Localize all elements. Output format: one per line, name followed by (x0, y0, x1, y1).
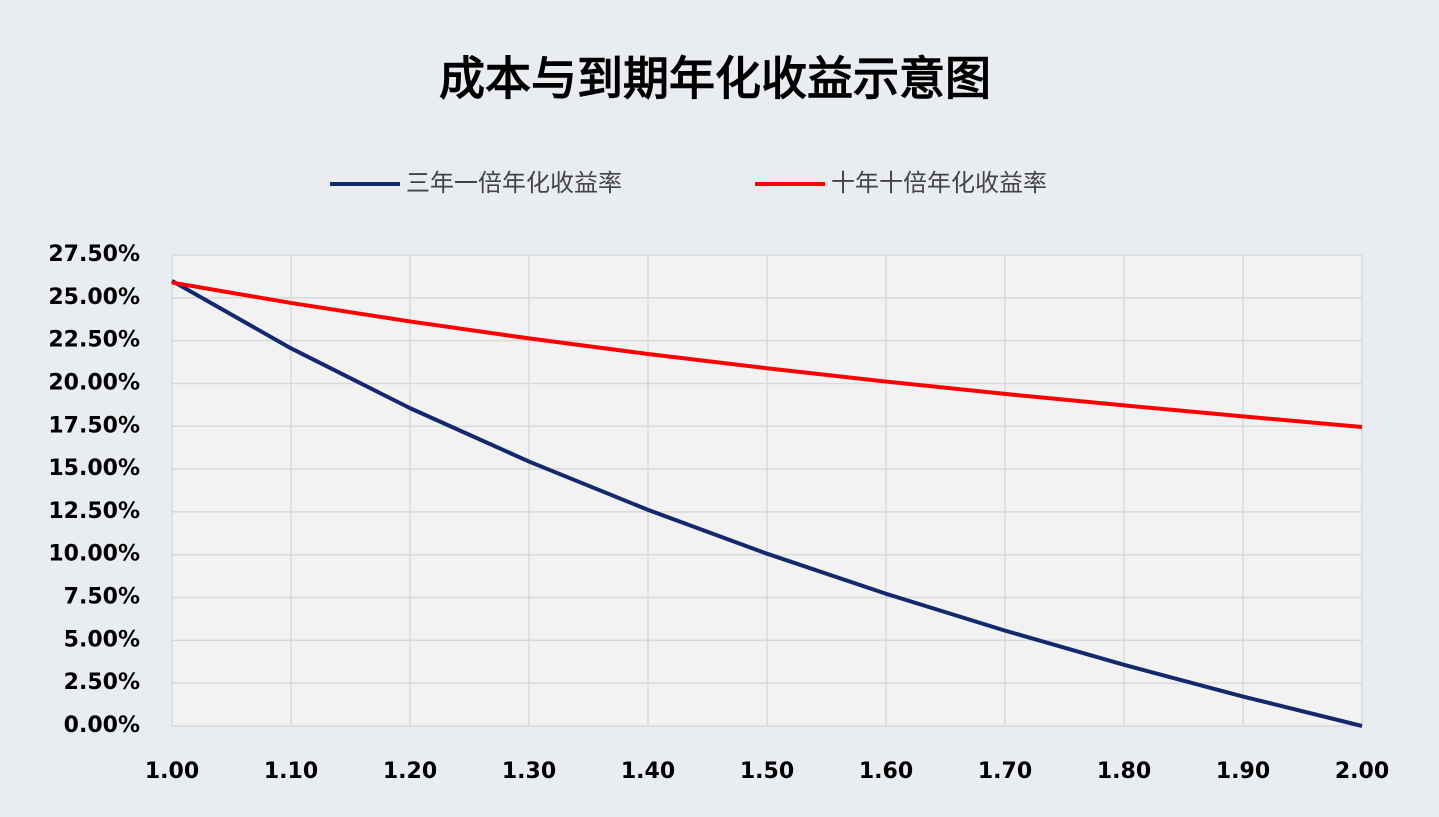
x-tick-label: 1.40 (621, 759, 675, 784)
x-tick-label: 2.00 (1335, 759, 1389, 784)
x-tick-label: 1.70 (978, 759, 1032, 784)
x-tick-label: 1.50 (740, 759, 794, 784)
legend-label: 十年十倍年化收益率 (831, 169, 1047, 197)
x-tick-label: 1.90 (1216, 759, 1270, 784)
y-tick-label: 15.00% (48, 456, 140, 481)
x-tick-label: 1.00 (145, 759, 199, 784)
y-tick-label: 0.00% (64, 713, 140, 738)
y-tick-label: 7.50% (64, 585, 140, 610)
line-series (171, 279, 1363, 728)
y-tick-label: 27.50% (48, 242, 140, 267)
legend-label: 三年一倍年化收益率 (406, 169, 622, 197)
x-tick-label: 1.80 (1097, 759, 1151, 784)
y-tick-label: 12.50% (48, 499, 140, 524)
y-tick-label: 10.00% (48, 542, 140, 567)
y-tick-label: 20.00% (48, 370, 140, 395)
x-tick-label: 1.10 (264, 759, 318, 784)
line-series (171, 280, 1363, 429)
x-tick-label: 1.60 (859, 759, 913, 784)
chart-title: 成本与到期年化收益示意图 (439, 52, 991, 106)
x-tick-label: 1.30 (502, 759, 556, 784)
y-tick-label: 22.50% (48, 328, 140, 353)
y-tick-label: 25.00% (48, 285, 140, 310)
x-tick-label: 1.20 (383, 759, 437, 784)
y-tick-label: 5.00% (64, 627, 140, 652)
y-tick-label: 17.50% (48, 413, 140, 438)
y-tick-label: 2.50% (64, 670, 140, 695)
